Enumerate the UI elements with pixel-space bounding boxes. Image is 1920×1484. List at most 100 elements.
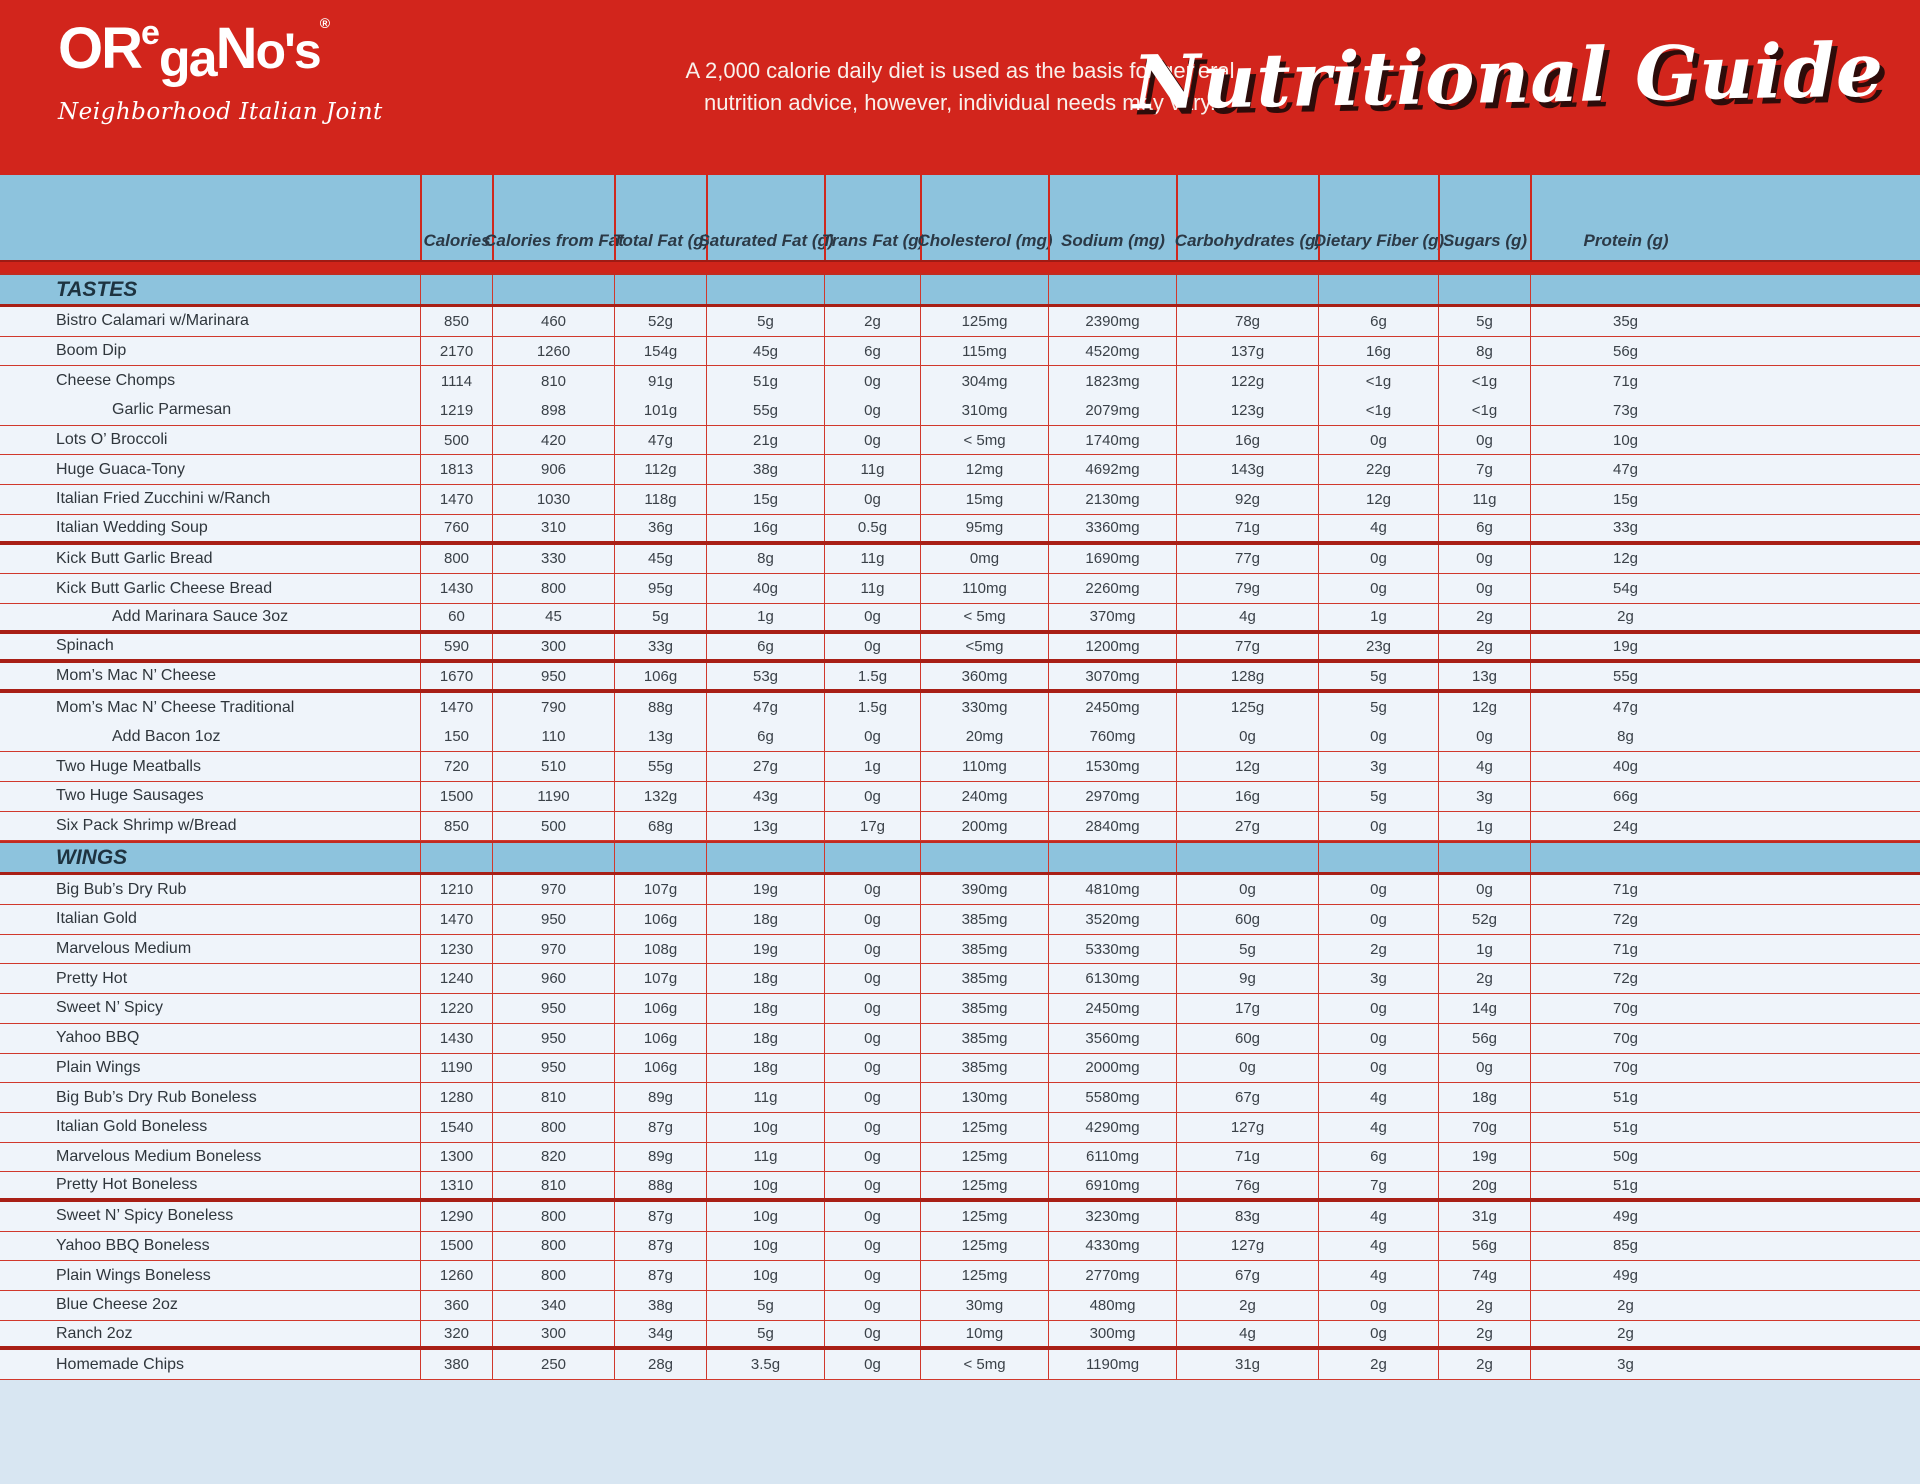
value-cell: 950 <box>492 1023 614 1053</box>
disclaimer-line-2: nutrition advice, however, individual ne… <box>704 89 1216 115</box>
value-cell: 15g <box>706 485 824 514</box>
value-cell: 4g <box>1318 1112 1438 1142</box>
value-cell: 0g <box>1438 425 1530 455</box>
value-cell: 2970mg <box>1048 782 1176 811</box>
value-cell: 132g <box>614 782 706 811</box>
value-cell: 49g <box>1530 1201 1920 1231</box>
value-cell: 60 <box>420 603 492 630</box>
brand-part: ga <box>158 30 218 88</box>
value-cell: 18g <box>706 1023 824 1053</box>
section-title: TASTES <box>56 277 138 301</box>
value-cell: 110 <box>492 722 614 752</box>
value-cell: 385mg <box>920 994 1048 1023</box>
value-cell: 0g <box>824 425 920 455</box>
value-cell: 2g <box>1318 934 1438 964</box>
value-cell: 12g <box>1438 692 1530 723</box>
value-cell: 45g <box>706 336 824 366</box>
value-cell: 13g <box>614 722 706 752</box>
value-cell: 55g <box>706 396 824 425</box>
value-cell: 88g <box>614 692 706 723</box>
value-cell: < 5mg <box>920 425 1048 455</box>
value-cell: 5g <box>614 603 706 630</box>
value-cell: 4g <box>1318 514 1438 541</box>
section-header-cell <box>706 843 824 873</box>
table-row: Two Huge Meatballs 720 510 55g 27g 1g 110mg 153… <box>0 752 1920 782</box>
section-header-cell <box>1438 843 1530 873</box>
value-cell: 1290 <box>420 1201 492 1231</box>
value-cell: 790 <box>492 692 614 723</box>
value-cell: 4g <box>1318 1231 1438 1261</box>
value-cell: 970 <box>492 875 614 905</box>
brand-part: OR <box>58 16 143 81</box>
value-cell: 13g <box>706 811 824 841</box>
item-name: Garlic Parmesan <box>112 401 232 419</box>
item-name: Plain Wings Boneless <box>56 1266 211 1284</box>
value-cell: 3360mg <box>1048 514 1176 541</box>
value-cell: 33g <box>1530 514 1920 541</box>
value-cell: 47g <box>1530 692 1920 723</box>
value-cell: 1g <box>1438 934 1530 964</box>
value-cell: 1190 <box>492 782 614 811</box>
section-header-cell <box>706 275 824 304</box>
value-cell: 0g <box>824 934 920 964</box>
value-cell: 1470 <box>420 905 492 934</box>
value-cell: 0g <box>1176 722 1318 752</box>
brand-part: o's <box>255 23 322 79</box>
value-cell: 73g <box>1530 396 1920 425</box>
table-row: Big Bub’s Dry Rub 1210 970 107g 19g 0g 390mg 48… <box>0 875 1920 906</box>
value-cell: 10g <box>1530 425 1920 455</box>
value-cell: 55g <box>614 752 706 781</box>
value-cell: 1740mg <box>1048 425 1176 455</box>
brand-tagline: Neighborhood Italian Joint <box>58 99 383 125</box>
value-cell: 0g <box>1176 1053 1318 1083</box>
value-cell: 0g <box>1318 994 1438 1023</box>
section-header-cell <box>1048 843 1176 873</box>
value-cell: 200mg <box>920 811 1048 841</box>
value-cell: 106g <box>614 663 706 689</box>
value-cell: 0g <box>824 782 920 811</box>
item-name: Boom Dip <box>56 342 127 360</box>
value-cell: 0g <box>824 1261 920 1290</box>
section-header-cell <box>492 275 614 304</box>
value-cell: 0g <box>1318 425 1438 455</box>
value-cell: 19g <box>1438 1142 1530 1172</box>
value-cell: 5580mg <box>1048 1083 1176 1112</box>
value-cell: 11g <box>824 544 920 574</box>
table-row: Marvelous Medium Boneless 1300 820 89g 11g 0g… <box>0 1142 1920 1173</box>
item-name: Kick Butt Garlic Bread <box>56 549 213 567</box>
value-cell: 110mg <box>920 574 1048 603</box>
value-cell: 1200mg <box>1048 633 1176 660</box>
value-cell: 1210 <box>420 875 492 905</box>
value-cell: 330 <box>492 544 614 574</box>
table-row: Italian Fried Zucchini w/Ranch 1470 1030 11… <box>0 485 1920 515</box>
item-name: Marvelous Medium <box>56 940 192 958</box>
value-cell: 8g <box>1438 336 1530 366</box>
value-cell: 5g <box>706 1320 824 1347</box>
value-cell: 11g <box>706 1083 824 1112</box>
value-cell: 10g <box>706 1172 824 1198</box>
value-cell: 1310 <box>420 1172 492 1198</box>
value-cell: 1230 <box>420 934 492 964</box>
value-cell: 0g <box>824 396 920 425</box>
value-cell: 480mg <box>1048 1291 1176 1320</box>
value-cell: 300 <box>492 1320 614 1347</box>
value-cell: 0g <box>1318 574 1438 603</box>
value-cell: 45g <box>614 544 706 574</box>
value-cell: 12mg <box>920 455 1048 485</box>
value-cell: <1g <box>1318 366 1438 397</box>
item-name: Spinach <box>56 637 114 655</box>
value-cell: 101g <box>614 396 706 425</box>
value-cell: 898 <box>492 396 614 425</box>
value-cell: 5g <box>1318 692 1438 723</box>
value-cell: 800 <box>492 1231 614 1261</box>
value-cell: 1500 <box>420 782 492 811</box>
value-cell: 950 <box>492 663 614 689</box>
value-cell: 1430 <box>420 574 492 603</box>
value-cell: 125mg <box>920 1172 1048 1198</box>
value-cell: 54g <box>1530 574 1920 603</box>
value-cell: 720 <box>420 752 492 781</box>
value-cell: 110mg <box>920 752 1048 781</box>
value-cell: 6910mg <box>1048 1172 1176 1198</box>
value-cell: 60g <box>1176 1023 1318 1053</box>
item-name: Bistro Calamari w/Marinara <box>56 312 249 330</box>
